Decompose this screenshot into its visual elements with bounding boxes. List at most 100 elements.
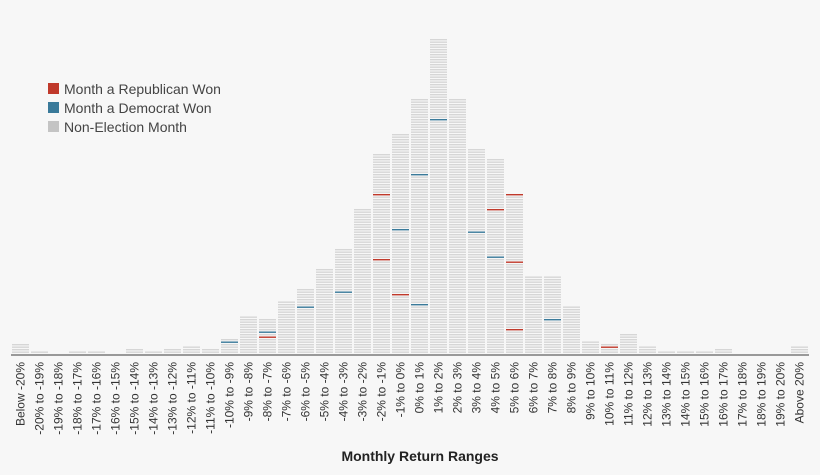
month-mark: [278, 351, 295, 353]
month-mark: [620, 351, 637, 353]
month-mark: [411, 241, 428, 243]
month-mark: [392, 196, 409, 198]
month-mark: [430, 191, 447, 193]
month-mark: [487, 224, 504, 226]
month-mark: [430, 316, 447, 318]
month-mark: [335, 296, 352, 298]
month-mark: [449, 344, 466, 346]
month-mark: [392, 176, 409, 178]
month-mark: [430, 244, 447, 246]
group-gap: [411, 253, 428, 254]
month-mark: [392, 201, 409, 203]
month-mark: [544, 276, 561, 278]
month-mark: [468, 149, 485, 151]
month-mark: [392, 171, 409, 173]
month-mark: [392, 166, 409, 168]
group-gap: [468, 253, 485, 254]
month-mark: [487, 186, 504, 188]
month-mark: [221, 349, 238, 351]
month-mark: [411, 214, 428, 216]
month-mark: [506, 274, 523, 276]
month-mark: [468, 151, 485, 153]
month-mark: [392, 254, 409, 256]
month-mark: [354, 339, 371, 341]
month-mark: [411, 276, 428, 278]
month-mark: [468, 176, 485, 178]
month-mark: [411, 246, 428, 248]
month-mark: [259, 339, 276, 341]
month-mark: [297, 289, 314, 291]
month-mark: [468, 219, 485, 221]
x-tick-label: -3% to -2%: [356, 362, 370, 422]
month-mark: [449, 186, 466, 188]
month-mark: [544, 339, 561, 341]
month-mark: [335, 329, 352, 331]
month-mark: [430, 329, 447, 331]
legend-swatch-republican: [48, 83, 59, 94]
month-mark: [278, 331, 295, 333]
month-mark: [639, 349, 656, 351]
group-gap: [373, 303, 390, 304]
month-mark: [411, 324, 428, 326]
month-mark: [563, 314, 580, 316]
month-mark: [430, 139, 447, 141]
month-mark: [487, 244, 504, 246]
month-mark: [411, 236, 428, 238]
month-mark: [544, 331, 561, 333]
group-gap: [506, 228, 523, 229]
month-mark: [506, 239, 523, 241]
month-mark: [487, 171, 504, 173]
x-tick-label: -8% to -7%: [261, 362, 275, 422]
month-mark: [430, 299, 447, 301]
group-gap: [373, 178, 390, 179]
month-mark: [525, 344, 542, 346]
month-mark: [240, 339, 257, 341]
month-mark: [354, 309, 371, 311]
month-mark: [373, 174, 390, 176]
month-mark: [430, 264, 447, 266]
month-mark: [316, 324, 333, 326]
month-mark: [392, 249, 409, 251]
month-mark: [506, 349, 523, 351]
month-mark: [563, 321, 580, 323]
month-mark: [487, 259, 504, 261]
month-mark: [544, 284, 561, 286]
x-tick-label: -19% to -18%: [52, 362, 66, 435]
month-mark: [506, 289, 523, 291]
month-mark: [525, 284, 542, 286]
month-mark: [335, 279, 352, 281]
month-mark: [316, 289, 333, 291]
month-mark: [715, 349, 732, 351]
month-mark: [354, 246, 371, 248]
month-mark: [449, 334, 466, 336]
month-mark: [335, 281, 352, 283]
month-mark: [449, 166, 466, 168]
month-mark: [354, 274, 371, 276]
month-mark: [468, 166, 485, 168]
month-mark: [430, 346, 447, 348]
month-mark: [487, 166, 504, 168]
x-tick-label: -12% to -11%: [185, 362, 199, 434]
month-mark: [373, 344, 390, 346]
month-mark: [487, 184, 504, 186]
month-mark: [468, 244, 485, 246]
month-mark: [392, 139, 409, 141]
month-mark: [563, 336, 580, 338]
month-mark: [373, 209, 390, 211]
month-mark: [715, 351, 732, 353]
month-mark: [449, 341, 466, 343]
month-mark: [411, 319, 428, 321]
month-mark: [392, 261, 409, 263]
month-mark: [487, 276, 504, 278]
month-mark: [468, 191, 485, 193]
month-mark: [354, 271, 371, 273]
group-gap: [297, 303, 314, 304]
month-mark: [430, 89, 447, 91]
month-mark: [373, 316, 390, 318]
month-mark: [392, 299, 409, 301]
month-mark: [449, 149, 466, 151]
month-mark: [487, 309, 504, 311]
election-month-mark: [487, 256, 504, 258]
month-mark: [373, 246, 390, 248]
month-mark: [259, 351, 276, 353]
